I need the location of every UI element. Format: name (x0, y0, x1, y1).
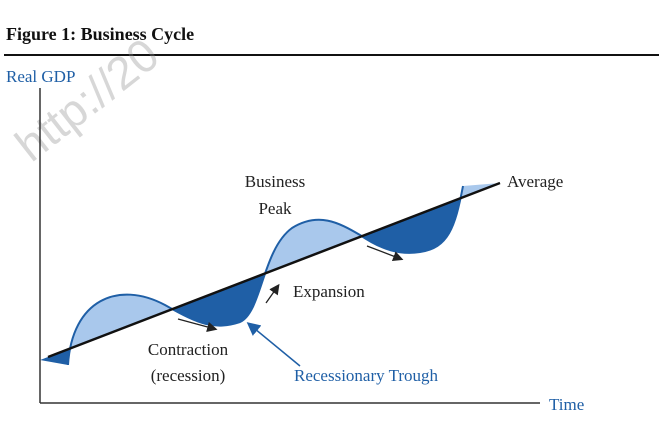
expansion-arrow (265, 283, 280, 304)
contraction-arrow-2 (366, 245, 404, 262)
average-label: Average (507, 172, 563, 191)
recessionary-trough-label: Recessionary Trough (294, 366, 439, 385)
y-axis-label: Real GDP (6, 67, 75, 86)
figure-title: Figure 1: Business Cycle (6, 24, 195, 44)
trough-pointer-arrow (246, 322, 301, 367)
contraction-label-line2: (recession) (151, 366, 226, 385)
contraction-label-line1: Contraction (148, 340, 229, 359)
business-peak-label-line1: Business (245, 172, 305, 191)
expansion-label: Expansion (293, 282, 365, 301)
x-axis-label: Time (549, 395, 584, 414)
contraction-arrow-1 (177, 318, 218, 332)
title-rule (4, 54, 659, 56)
business-peak-label-line2: Peak (258, 199, 292, 218)
average-trend-line (47, 181, 501, 359)
cycle-curve (67, 185, 464, 366)
